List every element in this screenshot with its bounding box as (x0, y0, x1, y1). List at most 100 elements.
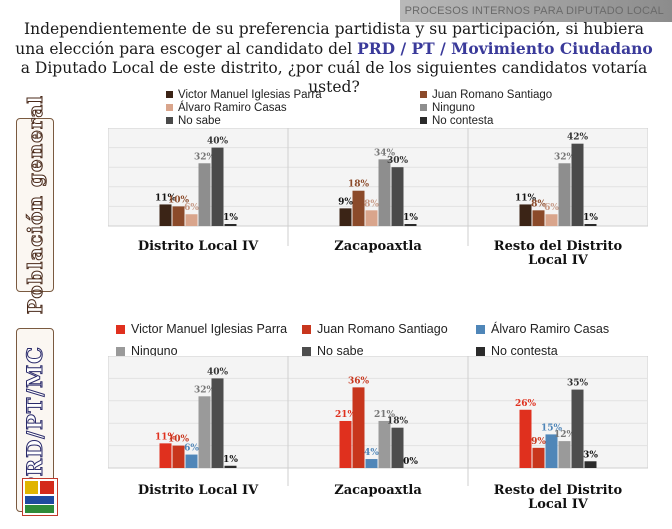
legend-label: No sabe (178, 114, 221, 127)
data-label: 6% (544, 203, 559, 213)
category-label: Zacapoaxtla (334, 239, 422, 254)
data-label: 11% (155, 432, 177, 442)
data-label: 30% (387, 156, 409, 166)
data-label: 8% (364, 199, 379, 209)
legend-general: Victor Manuel Iglesias Parra Juan Romano … (166, 88, 620, 127)
bar (365, 459, 378, 468)
bar (159, 204, 172, 226)
data-label: 9% (338, 197, 353, 207)
bar (352, 387, 365, 468)
category-label: Local IV (528, 497, 589, 512)
legend-swatch (302, 346, 311, 356)
bar (378, 420, 391, 468)
bar (558, 441, 571, 468)
legend-swatch (476, 324, 485, 334)
bar (352, 190, 365, 226)
bar (185, 454, 198, 468)
data-label: 1% (403, 213, 418, 223)
plot-area (108, 356, 648, 469)
general-legend-item: No contesta (420, 114, 620, 127)
prd-legend-item: No contesta (476, 340, 636, 362)
bar (532, 210, 545, 226)
legend-label: Álvaro Ramiro Casas (178, 101, 287, 114)
chart-general: 11%10%6%32%40%1%Distrito Local IV9%18%8%… (108, 128, 648, 268)
data-label: 40% (207, 137, 229, 147)
prd-legend-item: No sabe (302, 340, 466, 362)
data-label: 32% (554, 152, 576, 162)
general-legend-item: Victor Manuel Iglesias Parra (166, 88, 410, 101)
data-label: 26% (515, 399, 537, 409)
bar (378, 159, 391, 226)
side-label-general-text: Población general (23, 95, 48, 315)
data-label: 4% (364, 448, 379, 458)
data-label: 1% (223, 213, 238, 223)
data-label: 40% (207, 367, 229, 377)
bar (391, 427, 404, 468)
legend-swatch (166, 117, 173, 124)
category-label: Distrito Local IV (138, 239, 259, 254)
data-label: 1% (223, 455, 238, 465)
prd-legend-item: Álvaro Ramiro Casas (476, 318, 636, 340)
data-label: 36% (348, 376, 370, 386)
data-label: 35% (567, 379, 589, 389)
data-label: 8% (531, 199, 546, 209)
data-label: 10% (168, 435, 190, 445)
legend-label: No contesta (432, 114, 494, 127)
bar (365, 210, 378, 226)
bar (211, 378, 224, 468)
data-label: 32% (194, 152, 216, 162)
legend-swatch (420, 91, 427, 98)
data-label: 18% (387, 417, 409, 427)
data-label: 0% (403, 457, 418, 467)
bar (224, 465, 237, 468)
bar (172, 206, 185, 226)
bar (159, 443, 172, 468)
legend-swatch (476, 346, 485, 356)
data-label: 15% (541, 423, 563, 433)
data-label: 12% (554, 430, 576, 440)
legend-swatch (166, 91, 173, 98)
category-label: Zacapoaxtla (334, 483, 422, 498)
bar (198, 163, 211, 226)
category-label: Resto del Distrito (494, 239, 623, 254)
legend-swatch (116, 324, 125, 334)
bar (339, 208, 352, 226)
chart-prd: 11%10%6% 32% 40% 1% Distrito Local IV 21% 36% 4… (108, 356, 648, 512)
prd-legend-item: Juan Romano Santiago (302, 318, 466, 340)
bar (391, 167, 404, 226)
legend-label: Juan Romano Santiago (432, 88, 553, 101)
side-label-general: Población general (16, 95, 54, 315)
bar (584, 461, 597, 468)
coalition-logo (22, 478, 58, 516)
general-legend-item: Álvaro Ramiro Casas (166, 101, 410, 114)
bar (339, 420, 352, 468)
legend-swatch (302, 324, 311, 334)
data-label: 6% (184, 444, 199, 454)
bar (172, 445, 185, 468)
data-label: 9% (531, 437, 546, 447)
bar (545, 214, 558, 226)
bar (584, 224, 597, 226)
bar (224, 224, 237, 226)
question-text: Independientemente de su preferencia par… (14, 20, 654, 97)
data-label: 10% (168, 195, 190, 205)
category-label: Resto del Distrito (494, 483, 623, 498)
bar (571, 389, 584, 468)
plot-area (108, 128, 648, 227)
data-label: 3% (583, 450, 598, 460)
legend-swatch (420, 117, 427, 124)
legend-swatch (420, 104, 427, 111)
general-legend-item: No sabe (166, 114, 410, 127)
bar (198, 396, 211, 468)
data-label: 21% (374, 410, 396, 420)
data-label: 32% (194, 385, 216, 395)
legend-label: Victor Manuel Iglesias Parra (178, 88, 322, 101)
bar (185, 214, 198, 226)
legend-prd: Victor Manuel Iglesias Parra Juan Romano … (116, 318, 636, 362)
bar (545, 434, 558, 468)
general-legend-item: Juan Romano Santiago (420, 88, 620, 101)
data-label: 42% (567, 133, 589, 143)
legend-label: Ninguno (131, 344, 178, 358)
legend-label: Ninguno (432, 101, 475, 114)
bar (571, 143, 584, 226)
